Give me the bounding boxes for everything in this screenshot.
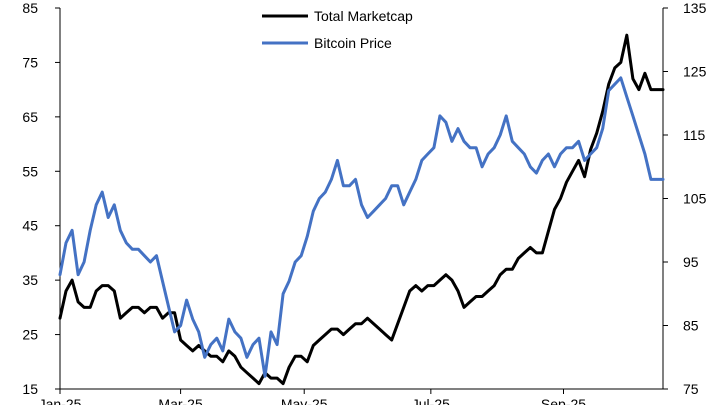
- left-tick-label: 25: [22, 327, 38, 343]
- series-layer: [58, 33, 665, 386]
- left-tick-label: 85: [22, 0, 38, 16]
- series-line-total-marketcap: [58, 33, 665, 386]
- left-tick-label: 65: [22, 109, 38, 125]
- legend-label-bitcoin-price: Bitcoin Price: [314, 35, 392, 51]
- axes-layer: 15 25 35 45 55 65 75 85 75 85 95 105 115 125 135 Jan-25…: [22, 0, 706, 405]
- left-tick-label: 15: [22, 381, 38, 397]
- x-tick-label: May-25: [281, 396, 328, 405]
- left-tick-label: 75: [22, 54, 38, 70]
- right-tick-label: 125: [683, 64, 707, 80]
- legend: Total Marketcap Bitcoin Price: [262, 8, 413, 51]
- right-tick-label: 95: [683, 254, 699, 270]
- left-tick-label: 45: [22, 218, 38, 234]
- right-tick-label: 135: [683, 0, 707, 16]
- right-tick-label: 75: [683, 381, 699, 397]
- x-tick-label: Jul-25: [412, 396, 450, 405]
- right-tick-label: 105: [683, 191, 707, 207]
- right-tick-label: 85: [683, 318, 699, 334]
- legend-label-total-marketcap: Total Marketcap: [314, 8, 413, 24]
- x-tick-label: Jan-25: [39, 396, 82, 405]
- right-tick-label: 115: [683, 127, 706, 143]
- x-tick-label: Sep-25: [541, 396, 586, 405]
- x-tick-label: Mar-25: [158, 396, 203, 405]
- series-line-bitcoin-price: [58, 76, 665, 378]
- left-tick-label: 55: [22, 163, 38, 179]
- left-tick-label: 35: [22, 272, 38, 288]
